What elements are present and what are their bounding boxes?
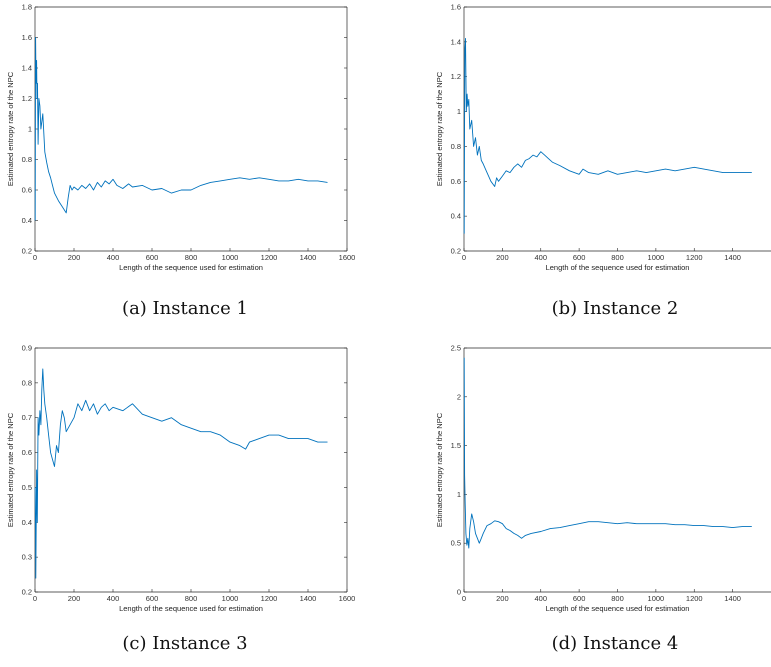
y-axis-label: Estimated entropy rate of the NPC: [435, 412, 444, 527]
x-tick-label: 1000: [222, 253, 239, 262]
x-axis-label: Length of the sequence used for estimati…: [119, 263, 263, 272]
y-tick-label: 1: [457, 490, 461, 499]
caption-instance-2: (b) Instance 2: [551, 298, 679, 319]
chart-instance-4: 0 200 400 600 800 1000 1200 1400 0 0.5 1 1.5 2 2.5 Len…: [435, 344, 771, 613]
y-tick-label: 1.2: [451, 72, 461, 81]
x-tick-label: 600: [146, 594, 159, 603]
y-tick-label: 0.4: [22, 518, 32, 527]
x-tick-label: 1400: [724, 253, 741, 262]
y-tick-label: 2: [457, 392, 461, 401]
x-tick-label: 800: [611, 253, 624, 262]
x-tick-label: 600: [573, 253, 586, 262]
x-tick-label: 1400: [300, 594, 317, 603]
chart-instance-1: 0 200 400 600 800 1000 1200 1400 1600 0.2 0.4 0.6 0.…: [6, 3, 356, 273]
y-tick-label: 1.6: [22, 33, 32, 42]
series-line: [463, 37, 752, 234]
x-tick-label: 400: [534, 594, 547, 603]
y-tick-label: 0.2: [22, 247, 32, 256]
panel-instance-2: 0 200 400 600 800 1000 1200 1400 0.2 0.4 0.6 0.8 1 1.…: [385, 0, 771, 333]
x-tick-label: 200: [68, 253, 81, 262]
y-tick-label: 0.2: [22, 588, 32, 597]
x-tick-label: 1600: [339, 253, 356, 262]
x-tick-label: 1600: [339, 594, 356, 603]
x-axis-label: Length of the sequence used for estimati…: [119, 604, 263, 613]
x-tick-label: 200: [496, 594, 509, 603]
x-tick-label: 400: [107, 594, 120, 603]
y-tick-label: 0.2: [451, 247, 461, 256]
series-line: [34, 368, 328, 579]
y-tick-label: 1.5: [451, 441, 461, 450]
x-tick-label: 400: [534, 253, 547, 262]
y-tick-label: 0.5: [451, 539, 461, 548]
panel-instance-3: 0 200 400 600 800 1000 1200 1400 1600 0.2 0.3 0.4 0.…: [0, 334, 385, 667]
caption-instance-1: (a) Instance 1: [122, 298, 248, 319]
y-tick-label: 0.8: [22, 155, 32, 164]
y-tick-label: 2.5: [451, 344, 461, 353]
y-tick-label: 1: [457, 107, 461, 116]
y-tick-label: 0.6: [22, 186, 32, 195]
x-axis-label: Length of the sequence used for estimati…: [546, 263, 690, 272]
x-tick-label: 1200: [686, 594, 703, 603]
y-tick-label: 1.6: [451, 3, 461, 12]
x-tick-label: 800: [185, 253, 198, 262]
x-tick-label: 1400: [300, 253, 317, 262]
y-tick-label: 0.4: [22, 216, 32, 225]
caption-instance-3: (c) Instance 3: [122, 633, 248, 654]
y-tick-label: 0.9: [22, 344, 32, 353]
series-line: [34, 37, 328, 221]
y-tick-label: 0.4: [451, 212, 461, 221]
y-tick-label: 0.5: [22, 483, 32, 492]
y-axis-label: Estimated entropy rate of the NPC: [435, 71, 444, 186]
y-tick-label: 0.6: [22, 448, 32, 457]
x-tick-label: 0: [462, 253, 466, 262]
x-tick-label: 200: [68, 594, 81, 603]
y-tick-label: 1: [28, 125, 32, 134]
chart-instance-2: 0 200 400 600 800 1000 1200 1400 0.2 0.4 0.6 0.8 1 1.…: [435, 3, 771, 272]
x-tick-label: 1000: [222, 594, 239, 603]
chart-instance-3: 0 200 400 600 800 1000 1200 1400 1600 0.2 0.3 0.4 0.…: [6, 344, 356, 614]
y-tick-label: 1.4: [451, 37, 461, 46]
panel-instance-1: 0 200 400 600 800 1000 1200 1400 1600 0.2 0.4 0.6 0.…: [0, 0, 385, 333]
x-tick-label: 800: [185, 594, 198, 603]
panel-instance-4: 0 200 400 600 800 1000 1200 1400 0 0.5 1 1.5 2 2.5 Len…: [385, 334, 771, 667]
y-tick-label: 0.6: [451, 177, 461, 186]
x-tick-label: 0: [462, 594, 466, 603]
x-tick-label: 1200: [261, 253, 278, 262]
y-tick-label: 0: [457, 588, 461, 597]
y-tick-label: 0.7: [22, 413, 32, 422]
series-line: [463, 357, 752, 549]
y-axis-label: Estimated entropy rate of the NPC: [6, 71, 15, 186]
x-tick-label: 200: [496, 253, 509, 262]
x-tick-label: 0: [33, 594, 37, 603]
caption-instance-4: (d) Instance 4: [551, 633, 679, 654]
x-tick-label: 400: [107, 253, 120, 262]
x-tick-label: 1200: [686, 253, 703, 262]
x-tick-label: 1000: [648, 594, 665, 603]
y-axis-label: Estimated entropy rate of the NPC: [6, 412, 15, 527]
x-tick-label: 600: [146, 253, 159, 262]
x-axis-label: Length of the sequence used for estimati…: [546, 604, 690, 613]
x-tick-label: 0: [33, 253, 37, 262]
x-tick-label: 1200: [261, 594, 278, 603]
y-tick-label: 0.3: [22, 553, 32, 562]
y-tick-label: 1.8: [22, 3, 32, 12]
x-tick-label: 1400: [724, 594, 741, 603]
y-tick-label: 1.4: [22, 64, 32, 73]
x-tick-label: 1000: [648, 253, 665, 262]
y-tick-label: 0.8: [451, 142, 461, 151]
y-tick-label: 0.8: [22, 378, 32, 387]
x-tick-label: 600: [573, 594, 586, 603]
y-tick-label: 1.2: [22, 94, 32, 103]
x-tick-label: 800: [611, 594, 624, 603]
